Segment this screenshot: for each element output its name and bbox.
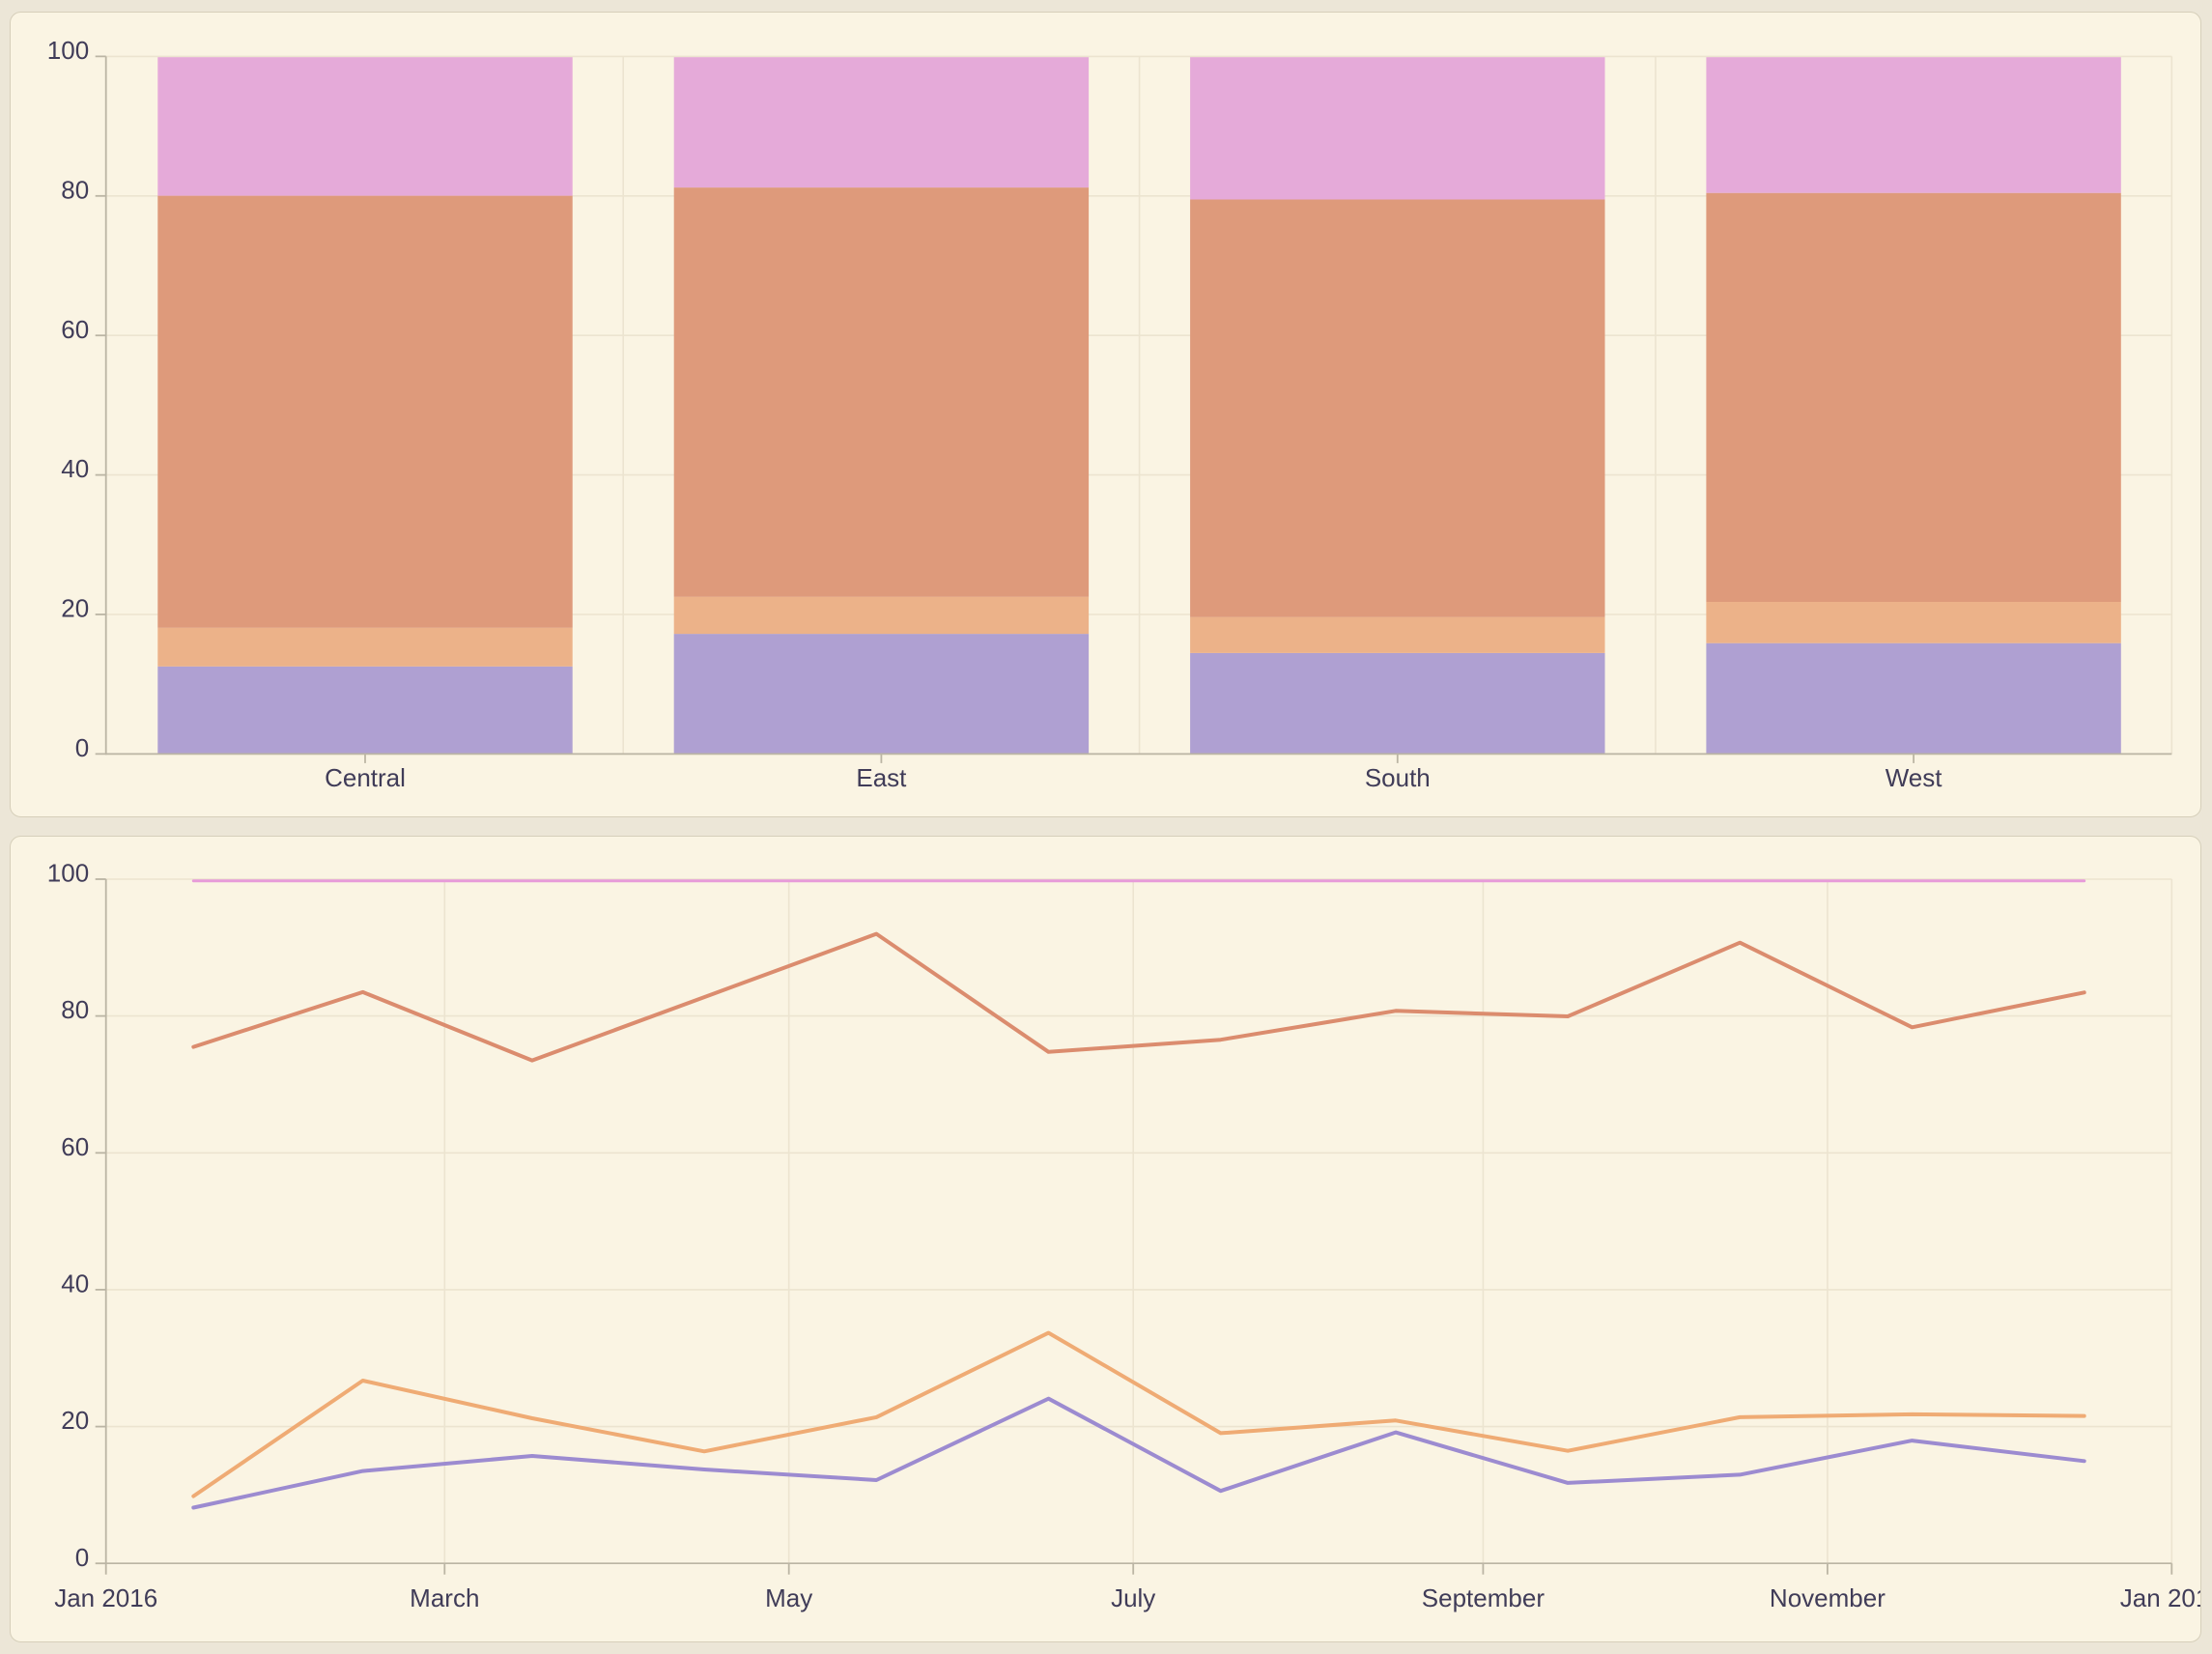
svg-text:80: 80 [61,995,89,1024]
svg-text:East: East [856,763,907,792]
svg-text:40: 40 [61,454,89,483]
svg-text:100: 100 [47,36,89,65]
svg-text:80: 80 [61,175,89,204]
svg-text:Jan 2016: Jan 2016 [54,1583,157,1612]
svg-text:100: 100 [47,859,89,888]
svg-text:November: November [1770,1583,1886,1612]
svg-text:March: March [410,1583,479,1612]
svg-text:20: 20 [61,594,89,623]
svg-text:60: 60 [61,315,89,344]
svg-text:40: 40 [61,1269,89,1298]
svg-text:May: May [765,1583,812,1612]
svg-text:West: West [1886,763,1943,792]
svg-text:0: 0 [75,733,89,762]
svg-text:South: South [1365,763,1431,792]
svg-text:September: September [1422,1583,1546,1612]
svg-text:20: 20 [61,1406,89,1435]
svg-text:Jan 2017: Jan 2017 [2120,1583,2201,1612]
svg-text:0: 0 [75,1543,89,1572]
svg-text:July: July [1111,1583,1155,1612]
svg-text:Central: Central [325,763,406,792]
svg-text:60: 60 [61,1132,89,1161]
